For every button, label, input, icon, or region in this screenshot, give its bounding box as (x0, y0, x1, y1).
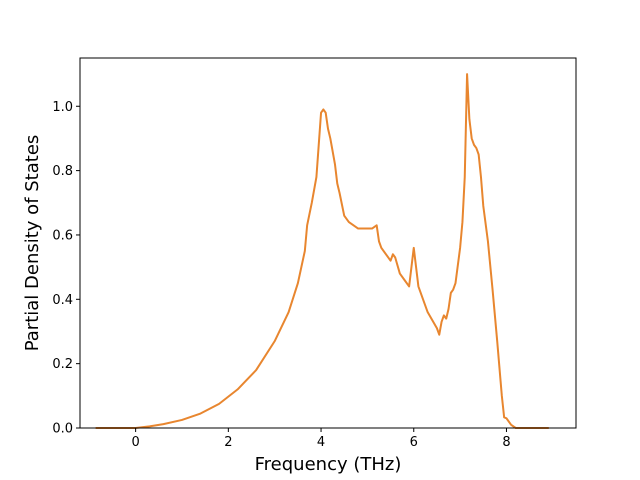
x-axis-ticks: 0 2 4 6 8 (131, 428, 511, 450)
x-tick-label: 2 (224, 435, 232, 450)
series-line-0 (95, 73, 550, 429)
y-tick-label: 0.2 (52, 357, 73, 372)
plot-area-background (80, 58, 576, 428)
y-tick-label: 0.8 (52, 164, 73, 179)
x-tick-label: 4 (317, 435, 325, 450)
x-tick-label: 0 (131, 435, 139, 450)
x-tick-label: 8 (502, 435, 510, 450)
y-tick-label: 0.4 (52, 293, 73, 308)
series-layer (95, 73, 550, 429)
x-axis-label: Frequency (THz) (255, 454, 402, 475)
x-tick-label: 6 (410, 435, 418, 450)
y-axis-ticks: 0.0 0.2 0.4 0.6 0.8 1.0 (52, 100, 80, 437)
plot-frame (79, 57, 577, 429)
y-tick-label: 1.0 (52, 100, 73, 115)
y-tick-label: 0.6 (52, 228, 73, 243)
y-axis-label: Partial Density of States (22, 135, 43, 352)
y-tick-label: 0.0 (52, 422, 73, 437)
